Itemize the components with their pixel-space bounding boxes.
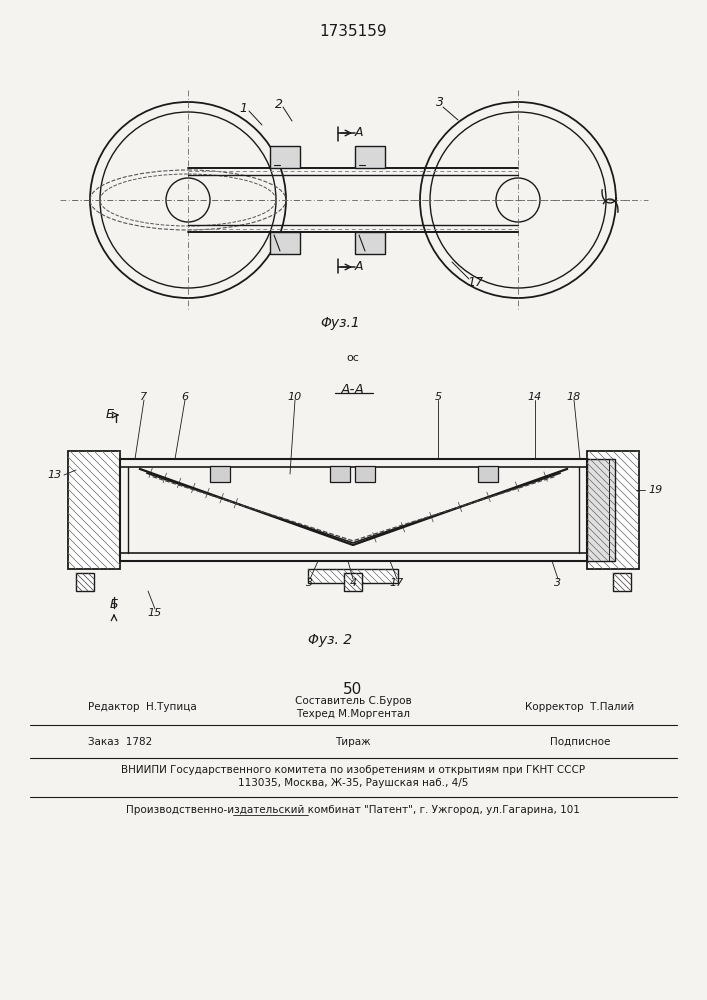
Text: 17: 17 xyxy=(390,578,404,588)
Text: 2: 2 xyxy=(275,98,283,110)
Text: 19: 19 xyxy=(648,485,662,495)
Text: 1: 1 xyxy=(239,102,247,114)
Bar xyxy=(330,466,350,482)
Text: Производственно-издательский комбинат "Патент", г. Ужгород, ул.Гагарина, 101: Производственно-издательский комбинат "П… xyxy=(126,805,580,815)
Text: Подписное: Подписное xyxy=(550,737,610,747)
Bar xyxy=(210,466,230,482)
Text: 4: 4 xyxy=(349,578,356,588)
Text: Тираж: Тираж xyxy=(335,737,370,747)
Bar xyxy=(68,451,120,569)
Text: 3: 3 xyxy=(436,97,444,109)
Bar xyxy=(344,573,362,591)
Text: Заказ  1782: Заказ 1782 xyxy=(88,737,152,747)
Bar xyxy=(308,569,398,583)
Text: 7: 7 xyxy=(141,392,148,402)
Text: Б: Б xyxy=(110,598,118,611)
Text: A: A xyxy=(355,260,363,273)
Bar xyxy=(587,451,639,569)
Text: Редактор  Н.Тупица: Редактор Н.Тупица xyxy=(88,702,197,712)
Bar xyxy=(270,232,300,254)
Text: 3: 3 xyxy=(306,578,314,588)
Text: Φуз.1: Φуз.1 xyxy=(320,316,360,330)
Bar xyxy=(76,573,94,591)
Text: Φуз. 2: Φуз. 2 xyxy=(308,633,352,647)
Text: 18: 18 xyxy=(567,392,581,402)
Bar xyxy=(270,146,300,168)
Text: A-A: A-A xyxy=(341,383,365,397)
Bar xyxy=(355,232,385,254)
Text: 5: 5 xyxy=(434,392,442,402)
Text: ВНИИПИ Государственного комитета по изобретениям и открытиям при ГКНТ СССР: ВНИИПИ Государственного комитета по изоб… xyxy=(121,765,585,775)
Text: Корректор  Т.Палий: Корректор Т.Палий xyxy=(525,702,635,712)
Text: 3: 3 xyxy=(554,578,561,588)
Text: ос: ос xyxy=(346,353,359,363)
Text: Техред М.Моргентал: Техред М.Моргентал xyxy=(296,709,410,719)
Text: A: A xyxy=(355,126,363,139)
Text: 6: 6 xyxy=(182,392,189,402)
Text: 113035, Москва, Ж-35, Раушская наб., 4/5: 113035, Москва, Ж-35, Раушская наб., 4/5 xyxy=(238,778,468,788)
Text: 17: 17 xyxy=(467,276,483,290)
Text: Б: Б xyxy=(105,408,114,422)
Bar xyxy=(355,146,385,168)
Bar xyxy=(355,466,375,482)
Bar xyxy=(478,466,498,482)
Text: 14: 14 xyxy=(528,392,542,402)
Bar xyxy=(613,573,631,591)
Text: 1735159: 1735159 xyxy=(319,24,387,39)
Bar xyxy=(587,459,615,561)
Text: 50: 50 xyxy=(344,682,363,698)
Text: Составитель С.Буров: Составитель С.Буров xyxy=(295,696,411,706)
Text: 15: 15 xyxy=(148,608,162,618)
Text: 13: 13 xyxy=(48,470,62,480)
Text: 10: 10 xyxy=(288,392,302,402)
